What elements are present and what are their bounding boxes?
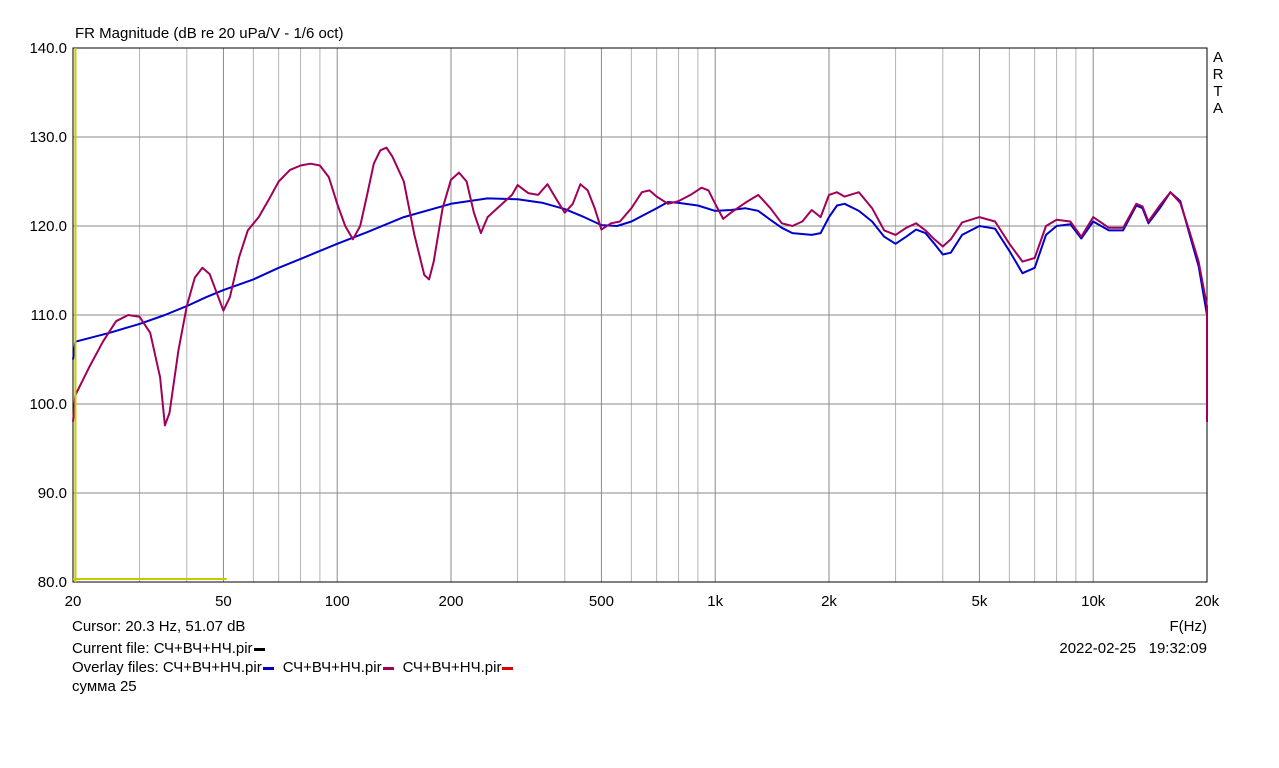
y-tick-label: 130.0: [29, 129, 67, 146]
x-axis-label: F(Hz): [1169, 618, 1208, 635]
x-tick-label: 50: [215, 593, 232, 610]
note: сумма 25: [72, 678, 137, 695]
overlay-file-swatch: [382, 666, 394, 670]
overlay-file-swatch: [502, 666, 514, 670]
x-tick-label: 20k: [1195, 593, 1220, 610]
y-tick-label: 80.0: [38, 574, 67, 591]
series-line-1: [72, 191, 1208, 422]
x-tick-label: 2k: [821, 593, 837, 610]
overlay-file-name: СЧ+ВЧ+НЧ.pir: [282, 659, 382, 676]
x-tick-label: 10k: [1081, 593, 1106, 610]
cursor-readout: Cursor: 20.3 Hz, 51.07 dB: [72, 618, 246, 635]
current-file: Current file: СЧ+ВЧ+НЧ.pir: [72, 640, 265, 658]
x-tick-label: 1k: [707, 593, 723, 610]
y-tick-label: 120.0: [29, 218, 67, 235]
cursor-marker: [73, 48, 227, 582]
series-line-2: [72, 146, 1208, 427]
watermark-letter: A: [1213, 49, 1223, 66]
current-file-label: Current file: СЧ+ВЧ+НЧ.pir: [72, 640, 253, 657]
x-tick-label: 5k: [971, 593, 987, 610]
overlay-file-name: СЧ+ВЧ+НЧ.pir: [402, 659, 502, 676]
overlay-file-swatch: [262, 666, 274, 670]
y-tick-label: 140.0: [29, 40, 67, 57]
overlay-files: Overlay files: СЧ+ВЧ+НЧ.pir СЧ+ВЧ+НЧ.pir С…: [72, 659, 514, 677]
x-tick-label: 500: [589, 593, 614, 610]
y-tick-label: 100.0: [29, 396, 67, 413]
watermark-letter: R: [1213, 66, 1224, 83]
grid: [73, 48, 1207, 582]
x-tick-label: 200: [438, 593, 463, 610]
x-tick-labels: 20 50 100 200 500 1k 2k 5k 10k 20k: [65, 593, 1220, 610]
watermark-letter: T: [1213, 83, 1222, 100]
series-group: [72, 146, 1208, 427]
chart-title: FR Magnitude (dB re 20 uPa/V - 1/6 oct): [75, 25, 343, 42]
overlay-label: Overlay files:: [72, 659, 159, 676]
x-tick-label: 20: [65, 593, 82, 610]
timestamp: 2022-02-25 19:32:09: [1059, 640, 1207, 657]
overlay-list: СЧ+ВЧ+НЧ.pir СЧ+ВЧ+НЧ.pir СЧ+ВЧ+НЧ.pir: [163, 659, 514, 676]
y-tick-labels: 80.0 90.0 100.0 110.0 120.0 130.0 140.0: [29, 40, 67, 591]
x-tick-label: 100: [325, 593, 350, 610]
current-file-swatch: [253, 647, 265, 651]
y-tick-label: 110.0: [31, 307, 67, 324]
watermark-letter: A: [1213, 100, 1223, 117]
y-tick-label: 90.0: [38, 485, 67, 502]
overlay-file-name: СЧ+ВЧ+НЧ.pir: [162, 659, 262, 676]
